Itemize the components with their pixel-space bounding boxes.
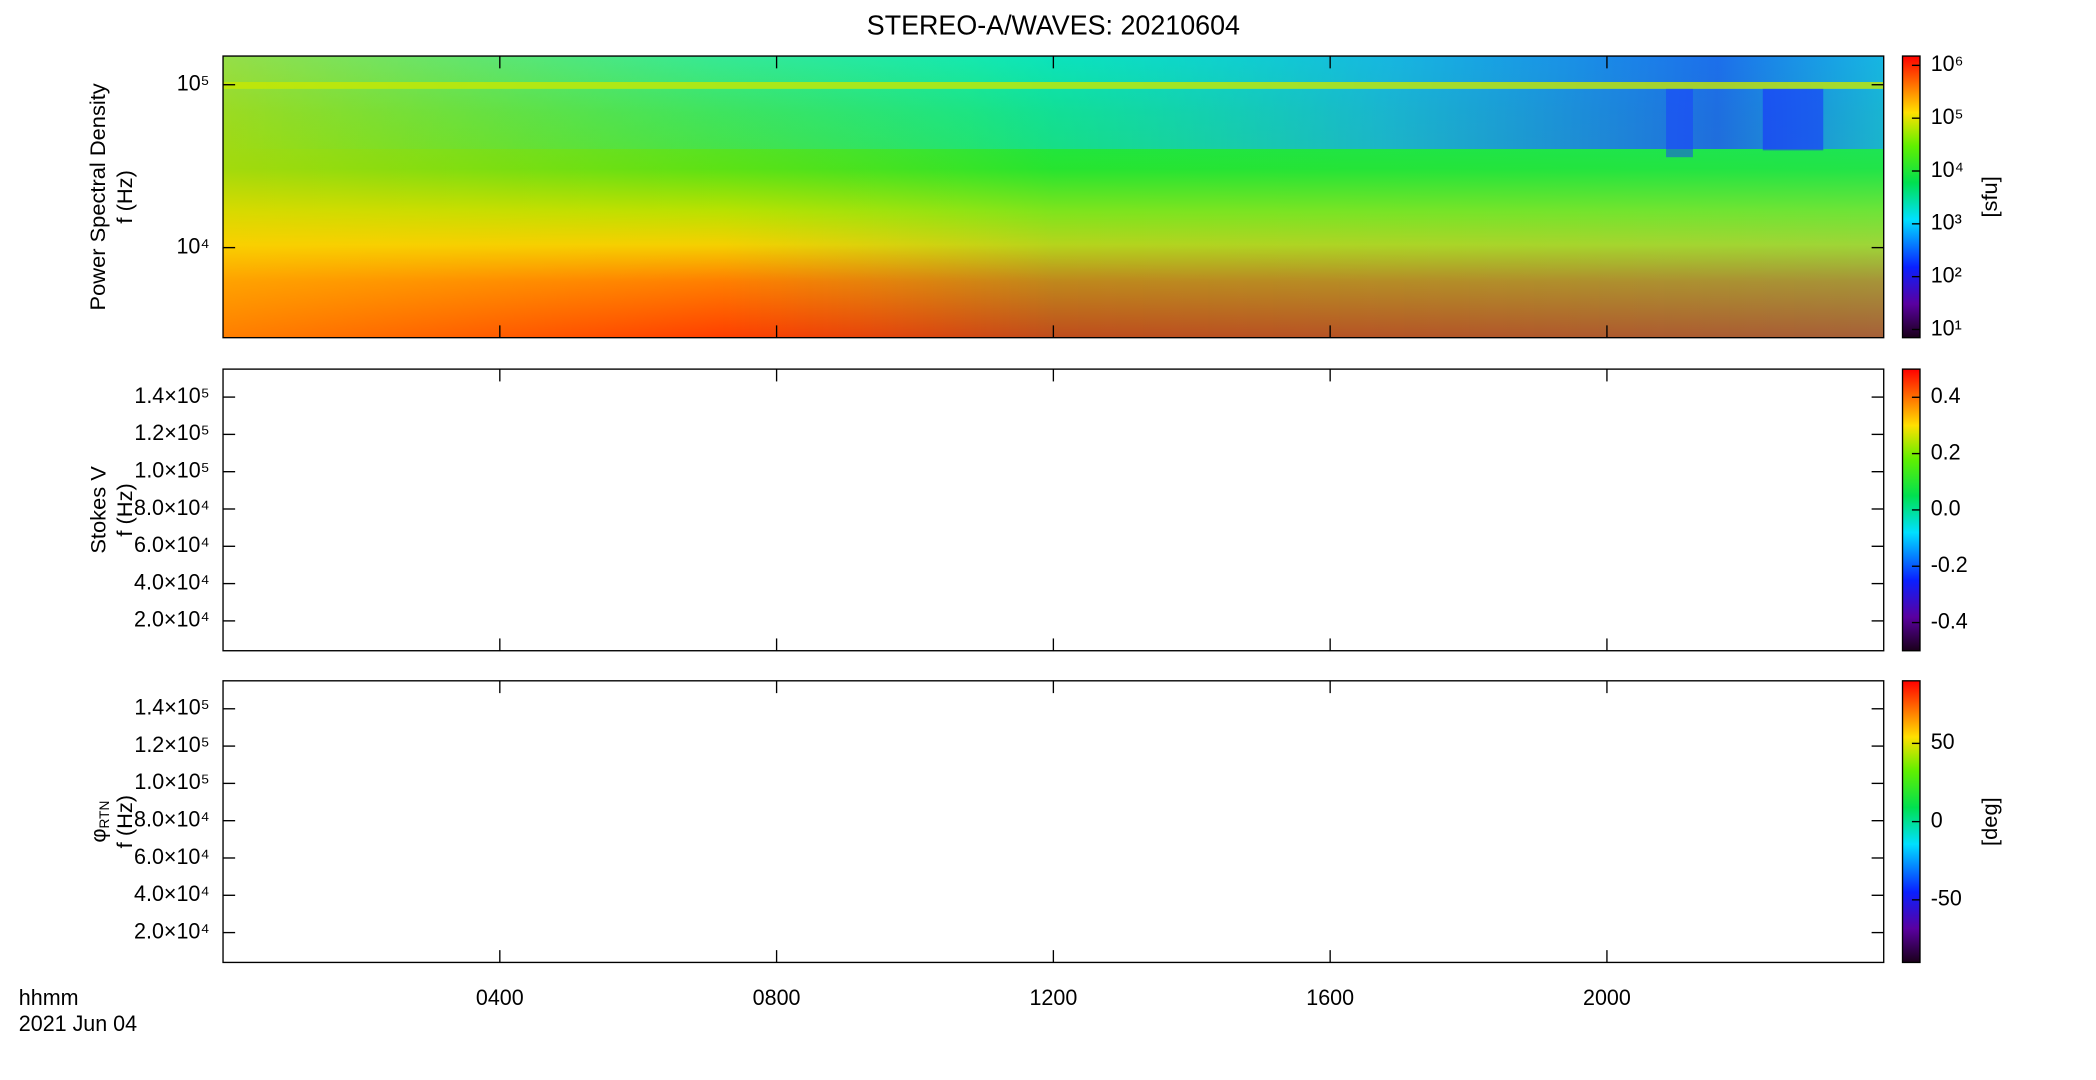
- colorbar-tick-label: 0.2: [1931, 439, 1961, 464]
- y-tick-label: 4.0×10⁴: [134, 881, 210, 906]
- y-tick-label: 1.2×10⁵: [134, 732, 209, 757]
- y-axis-label: φRTN: [85, 801, 111, 843]
- x-tick-label: 1600: [1306, 985, 1354, 1010]
- y-axis-label: Stokes V: [85, 466, 110, 554]
- x-axis-label: hhmm: [19, 985, 79, 1010]
- x-tick-label: 0400: [476, 985, 524, 1010]
- colorbar-tick-label: 0: [1931, 807, 1943, 832]
- colorbar-tick-label: 10¹: [1931, 315, 1962, 340]
- colorbar-tick-label: 0.4: [1931, 383, 1961, 408]
- x-tick-label: 2000: [1583, 985, 1631, 1010]
- colorbar-tick-label: 10²: [1931, 262, 1962, 287]
- y-tick-label: 6.0×10⁴: [134, 844, 210, 869]
- colorbar-tick-label: 10⁶: [1931, 51, 1964, 76]
- y-tick-label: 1.4×10⁵: [134, 694, 209, 719]
- y-tick-label: 10⁴: [176, 233, 209, 258]
- spectrogram-image: [223, 56, 1884, 150]
- colorbar-tick-label: 0.0: [1931, 496, 1961, 521]
- y-tick-label: 2.0×10⁴: [134, 607, 210, 632]
- colorbar-tick-label: -50: [1931, 885, 1962, 910]
- colorbar-label: [sfu]: [1977, 176, 2002, 217]
- y-axis-label: Power Spectral Density: [85, 83, 110, 310]
- colorbar-tick-label: -0.2: [1931, 552, 1968, 577]
- plot-frame: [222, 368, 1885, 652]
- y-axis-subscript: RTN: [96, 801, 111, 829]
- y-axis-label: f (Hz): [112, 170, 137, 223]
- y-axis-label: f (Hz): [112, 795, 137, 848]
- y-tick-label: 8.0×10⁴: [134, 806, 210, 831]
- y-axis-symbol: Stokes V: [85, 466, 110, 554]
- colorbar-label: [deg]: [1977, 797, 2002, 846]
- y-tick-label: 6.0×10⁴: [134, 532, 210, 557]
- x-tick-label: 0800: [753, 985, 801, 1010]
- spectrogram-image: [1762, 88, 1824, 151]
- plot-frame: [222, 680, 1885, 964]
- colorbar-tick-label: 10⁴: [1931, 157, 1964, 182]
- spectrogram-image: [1666, 88, 1693, 158]
- y-tick-label: 8.0×10⁴: [134, 495, 210, 520]
- spectrogram-image: [223, 82, 1884, 89]
- colorbar-tick-label: -0.4: [1931, 608, 1968, 633]
- colorbar: [1901, 55, 1921, 339]
- y-tick-label: 10⁵: [177, 70, 210, 95]
- colorbar-tick-label: 10³: [1931, 209, 1962, 234]
- y-tick-label: 1.4×10⁵: [134, 383, 209, 408]
- y-tick-label: 4.0×10⁴: [134, 569, 210, 594]
- chart-title: STEREO-A/WAVES: 20210604: [867, 9, 1240, 40]
- x-axis-date: 2021 Jun 04: [19, 1011, 137, 1036]
- y-tick-label: 1.0×10⁵: [134, 457, 209, 482]
- x-tick-label: 1200: [1029, 985, 1077, 1010]
- y-tick-label: 1.2×10⁵: [134, 420, 209, 445]
- y-tick-label: 2.0×10⁴: [134, 918, 210, 943]
- y-axis-symbol: φ: [85, 828, 110, 842]
- y-axis-label: f (Hz): [112, 483, 137, 536]
- colorbar-tick-label: 50: [1931, 729, 1955, 754]
- colorbar-tick-label: 10⁵: [1931, 104, 1964, 129]
- y-tick-label: 1.0×10⁵: [134, 769, 209, 794]
